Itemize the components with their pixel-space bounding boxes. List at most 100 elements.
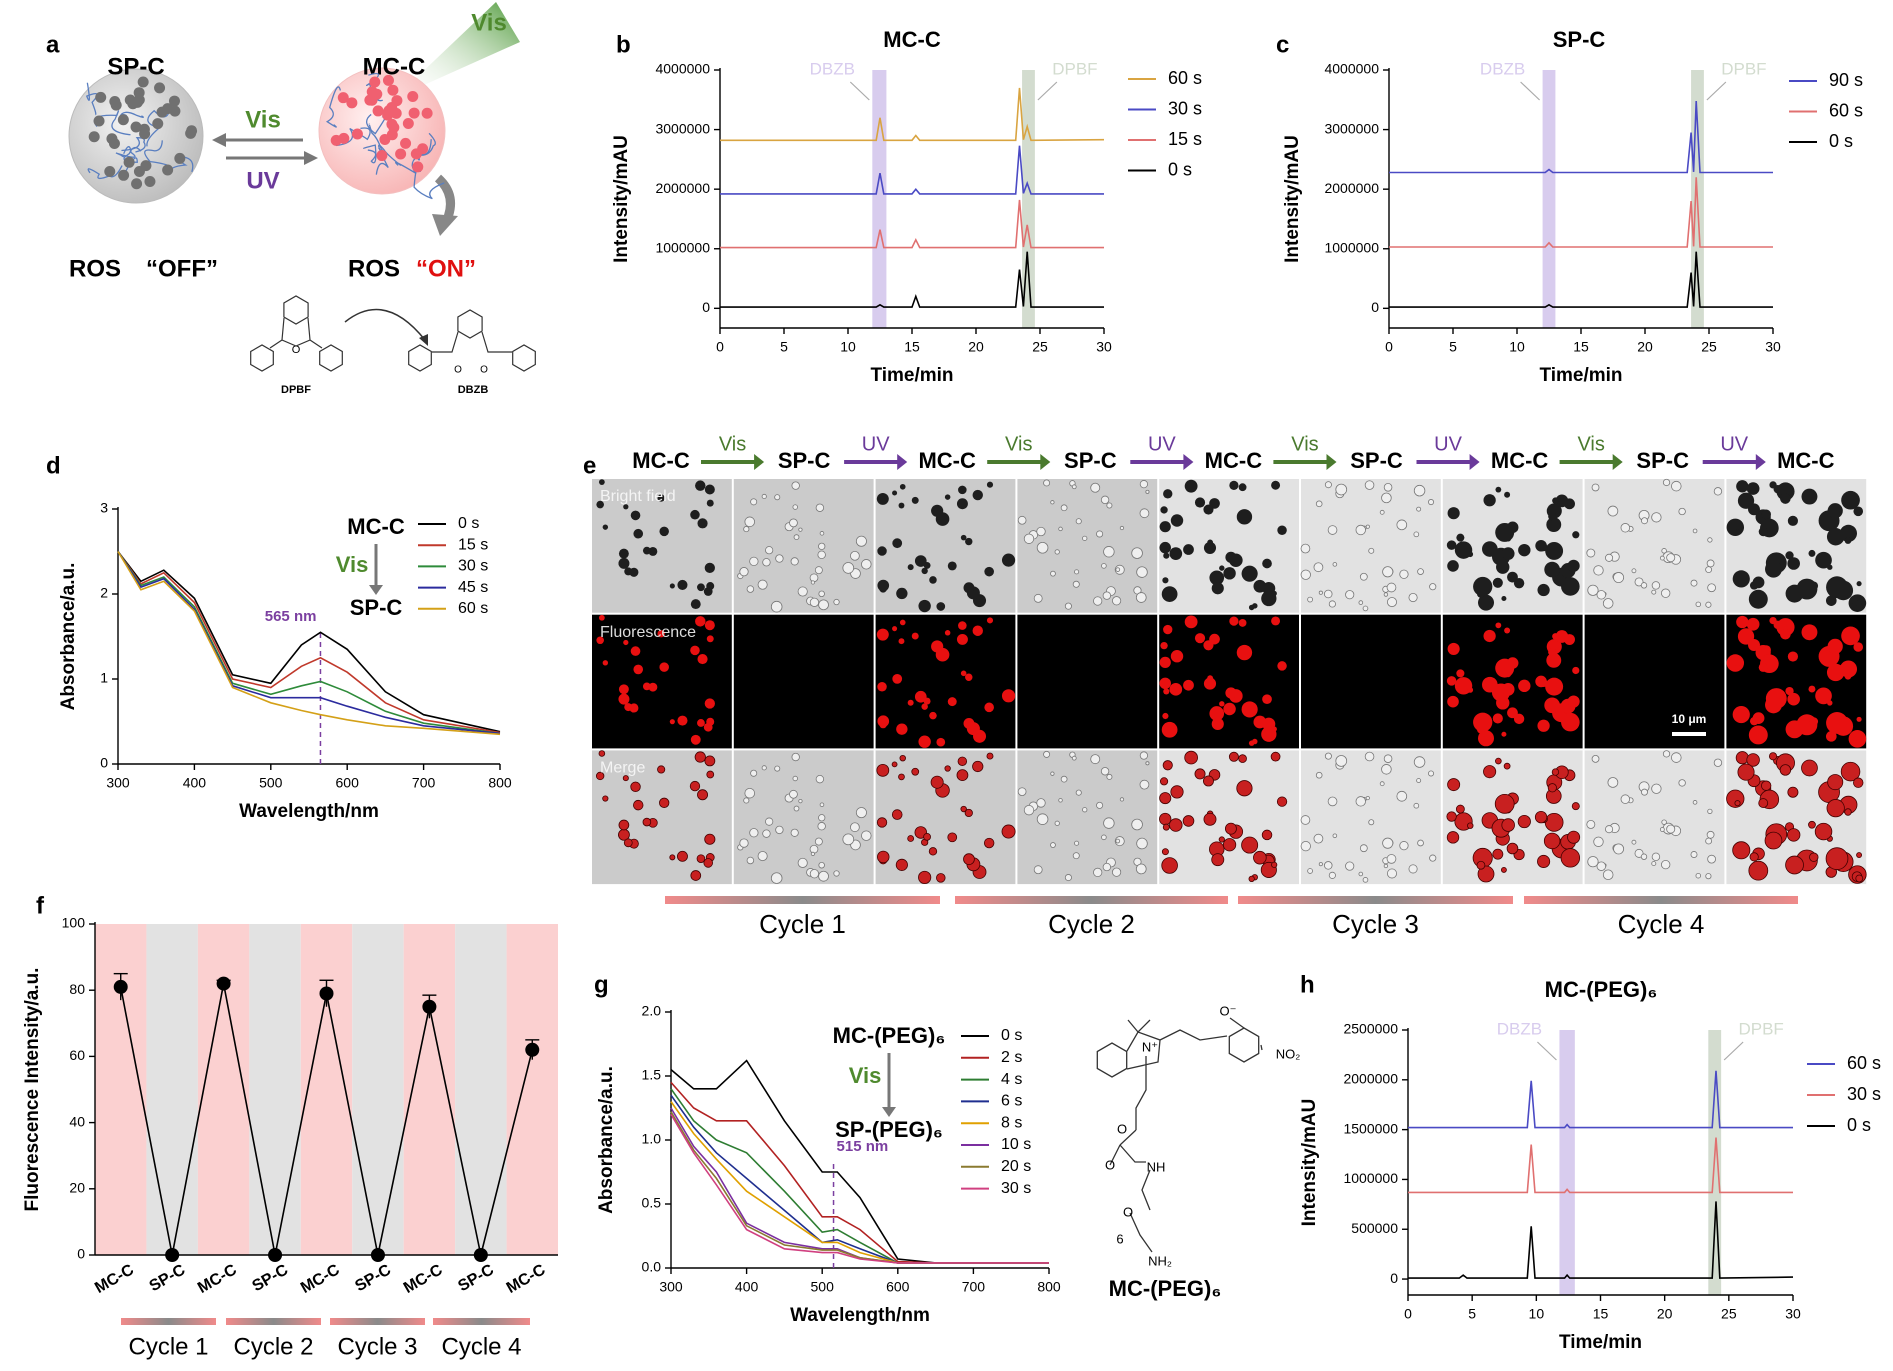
droplet (1238, 483, 1247, 492)
droplet (907, 835, 915, 842)
y-tick-label: 2 (100, 585, 108, 601)
droplet (1596, 590, 1607, 600)
droplet (861, 830, 872, 841)
droplet (1827, 638, 1843, 655)
droplet (1761, 645, 1771, 655)
droplet (704, 620, 715, 631)
droplet (1115, 838, 1121, 844)
sp-unit (108, 138, 120, 150)
mc-unit (417, 143, 429, 155)
droplet (914, 690, 927, 703)
droplet (1064, 602, 1072, 610)
point (370, 1248, 385, 1262)
legend-label: 15 s (458, 536, 488, 553)
mc-unit (407, 90, 419, 102)
x-axis-label: Time/min (870, 365, 953, 386)
droplet (1135, 863, 1147, 875)
droplet (1732, 705, 1750, 724)
droplet (1787, 692, 1800, 706)
micrograph (1584, 614, 1725, 749)
droplet (1613, 572, 1625, 583)
sp-unit (168, 95, 180, 107)
droplet (1476, 860, 1486, 870)
sp-unit (95, 91, 107, 103)
droplet (1074, 569, 1080, 575)
droplet (1761, 780, 1772, 791)
droplet (876, 763, 890, 777)
droplet (1327, 525, 1338, 535)
droplet (1253, 579, 1267, 593)
reaction-arrow (344, 308, 426, 341)
cycle-label: Cycle 3 (1332, 909, 1419, 939)
droplet (1826, 528, 1845, 546)
y-tick-label: 3000000 (655, 120, 710, 136)
droplet (1023, 804, 1035, 816)
droplet (1726, 654, 1745, 672)
droplet (1537, 719, 1550, 732)
droplet (1707, 854, 1716, 864)
droplet (947, 561, 957, 571)
inset-arrow-head (369, 585, 383, 595)
series-line (720, 87, 1105, 142)
mc-unit (383, 105, 395, 117)
droplet (1253, 850, 1267, 865)
ring (250, 344, 274, 372)
row-label: Bright field (600, 488, 676, 505)
sp-unit (162, 164, 174, 176)
atom-label: O⁻ (1220, 1003, 1237, 1018)
droplet (1662, 750, 1671, 758)
droplet (602, 660, 609, 666)
droplet (1036, 798, 1046, 808)
droplet (798, 798, 803, 804)
droplet (1111, 596, 1122, 606)
panel-label: c (1276, 31, 1289, 58)
droplet (965, 537, 973, 546)
droplet (1139, 480, 1148, 489)
droplet (618, 693, 630, 705)
droplet (898, 773, 905, 781)
droplet (1236, 644, 1253, 661)
droplet (1544, 561, 1560, 578)
marker-label: 515 nm (837, 1138, 889, 1155)
droplet (1100, 767, 1110, 776)
droplet (958, 485, 967, 495)
droplet (960, 534, 967, 541)
droplet (1383, 592, 1389, 597)
droplet (1131, 547, 1143, 559)
point (525, 1042, 540, 1057)
droplet (774, 494, 781, 501)
droplet (1707, 583, 1716, 593)
droplet (895, 858, 908, 871)
droplet (936, 737, 946, 747)
droplet (1241, 836, 1259, 854)
droplet (1236, 509, 1253, 525)
droplet (669, 719, 675, 725)
scale-label: 10 μm (1672, 712, 1707, 726)
droplet (818, 814, 826, 822)
droplet (1324, 481, 1332, 489)
molecule-label: DPBF (281, 384, 311, 396)
droplet (1162, 760, 1173, 771)
droplet (1552, 633, 1559, 640)
micrograph (1301, 479, 1441, 613)
droplet (791, 752, 800, 762)
droplet (1416, 506, 1422, 512)
marker-label: 565 nm (265, 608, 317, 625)
droplet (1072, 852, 1080, 860)
droplet (1495, 522, 1515, 542)
legend-label: 60 s (1847, 1053, 1881, 1073)
droplet (669, 854, 676, 861)
droplet (1544, 697, 1560, 714)
droplet (818, 861, 825, 869)
droplet (928, 847, 938, 856)
droplet (797, 586, 808, 597)
droplet (1307, 596, 1313, 603)
y-axis-label: Intensity/mAU (1299, 1099, 1320, 1227)
droplet (1229, 480, 1239, 490)
droplet (1101, 563, 1107, 569)
droplet (1844, 672, 1852, 680)
droplet (1101, 834, 1107, 841)
droplet (923, 832, 931, 841)
droplet (1706, 559, 1715, 568)
droplet (1631, 568, 1637, 574)
